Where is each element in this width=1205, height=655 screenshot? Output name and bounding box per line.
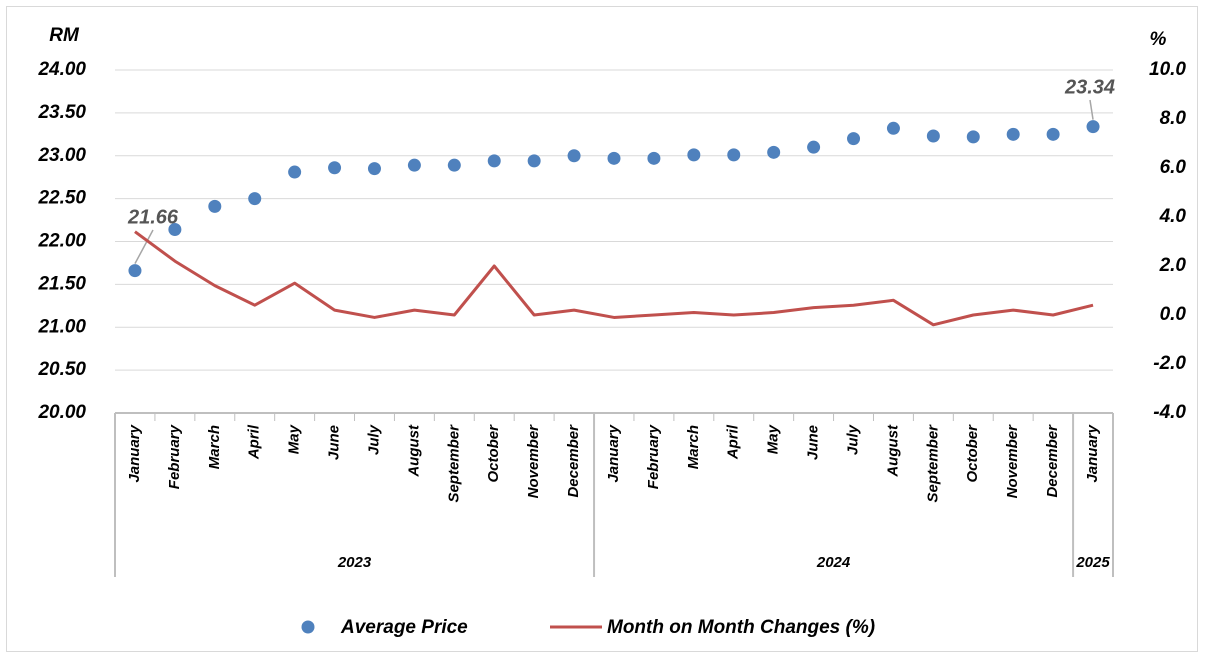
price-point — [407, 158, 421, 172]
x-tick-label: January — [605, 424, 622, 482]
y2-tick-label: 6.0 — [1160, 157, 1187, 178]
x-group-label: 2024 — [816, 554, 851, 571]
price-point — [367, 162, 381, 176]
y2-tick-label: 10.0 — [1149, 59, 1186, 80]
y2-tick-label: 2.0 — [1159, 255, 1187, 276]
price-point — [527, 154, 541, 168]
x-tick-label: April — [725, 424, 742, 460]
x-tick-label: June — [326, 425, 343, 460]
x-tick-label: September — [924, 424, 941, 503]
x-tick-label: September — [445, 424, 462, 503]
y-tick-label: 21.00 — [37, 316, 86, 337]
price-point — [447, 158, 461, 172]
chart-border — [6, 6, 1198, 652]
x-tick-label: March — [206, 425, 223, 469]
mom-line — [134, 230, 1094, 327]
y-tick-label: 22.50 — [37, 188, 86, 209]
price-point — [807, 140, 821, 154]
data-label: 21.66 — [127, 206, 179, 228]
x-tick-label: April — [246, 424, 263, 460]
y-axis-title: RM — [49, 25, 80, 46]
x-tick-label: February — [166, 424, 183, 489]
y2-tick-label: 0.0 — [1160, 304, 1187, 325]
x-tick-label: December — [1044, 424, 1061, 498]
price-point — [647, 151, 661, 165]
price-point — [607, 151, 621, 165]
x-tick-label: June — [805, 425, 822, 460]
callout-line — [134, 229, 154, 265]
y-tick-label: 20.00 — [37, 402, 86, 423]
price-point — [727, 148, 741, 162]
x-tick-label: August — [884, 424, 901, 478]
x-tick-label: July — [365, 424, 382, 455]
price-point — [328, 161, 342, 175]
y-tick-label: 24.00 — [37, 59, 86, 80]
price-point — [1046, 127, 1060, 141]
price-point — [847, 132, 861, 146]
y2-tick-label: -4.0 — [1153, 402, 1186, 423]
x-tick-label: May — [286, 424, 303, 454]
price-point — [208, 199, 222, 213]
x-tick-label: July — [844, 424, 861, 455]
price-point — [487, 154, 501, 168]
price-point — [288, 165, 302, 179]
legend-label: Average Price — [340, 617, 468, 638]
y2-tick-label: -2.0 — [1153, 353, 1186, 374]
y2-tick-label: 8.0 — [1160, 108, 1187, 129]
x-tick-label: November — [525, 424, 542, 499]
price-point — [687, 148, 701, 162]
data-label: 23.34 — [1064, 76, 1115, 98]
y-tick-label: 21.50 — [37, 273, 86, 294]
x-tick-label: November — [1004, 424, 1021, 499]
price-point — [926, 129, 940, 143]
y-tick-label: 20.50 — [37, 359, 86, 380]
price-point — [886, 121, 900, 135]
x-group-label: 2023 — [337, 554, 372, 571]
price-point — [1086, 120, 1100, 134]
x-tick-label: October — [964, 424, 981, 483]
x-tick-label: March — [685, 425, 702, 469]
price-point — [128, 264, 142, 278]
legend-label: Month on Month Changes (%) — [607, 617, 875, 638]
callout-line — [1089, 99, 1094, 120]
price-point — [168, 222, 182, 236]
price-point — [1006, 127, 1020, 141]
x-tick-label: December — [565, 424, 582, 498]
x-tick-label: February — [645, 424, 662, 489]
y-tick-label: 23.50 — [37, 102, 86, 123]
price-point — [567, 149, 581, 163]
x-tick-label: January — [126, 424, 143, 482]
y-tick-label: 22.00 — [37, 231, 86, 252]
price-point — [248, 192, 262, 206]
y-tick-label: 23.00 — [37, 145, 86, 166]
y2-axis-title: % — [1150, 29, 1167, 50]
x-tick-label: May — [765, 424, 782, 454]
x-group-label: 2025 — [1075, 554, 1110, 571]
legend-marker — [301, 620, 315, 634]
price-point — [966, 130, 980, 144]
x-tick-label: August — [405, 424, 422, 478]
x-tick-label: January — [1084, 424, 1101, 482]
y2-tick-label: 4.0 — [1159, 206, 1187, 227]
price-point — [767, 145, 781, 159]
x-tick-label: October — [485, 424, 502, 483]
